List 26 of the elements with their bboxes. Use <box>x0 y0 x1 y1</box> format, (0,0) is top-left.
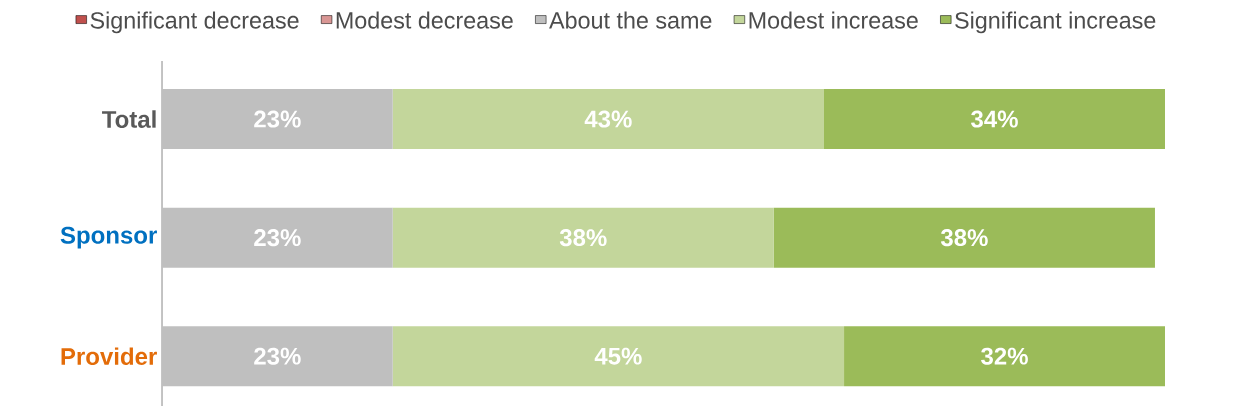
legend-label: Significant decrease <box>90 11 299 34</box>
legend-label: Significant increase <box>955 11 1156 34</box>
data-label: 23% <box>254 347 301 365</box>
y-tick-label: Provider <box>61 347 157 365</box>
data-label: 45% <box>594 347 642 365</box>
legend-label: Modest decrease <box>336 11 513 29</box>
y-tick-label: Total <box>102 110 156 128</box>
data-label: 23% <box>254 110 301 128</box>
bar <box>844 326 1165 387</box>
bar <box>392 326 845 387</box>
bar <box>162 207 393 268</box>
data-label: 32% <box>981 347 1028 365</box>
legend-label: Modest increase <box>749 11 918 29</box>
bar <box>773 207 1155 268</box>
y-tick-label: Sponsor <box>60 226 157 249</box>
bar <box>162 326 393 387</box>
bar <box>392 89 824 150</box>
data-label: 34% <box>971 110 1018 128</box>
legend-label: About the same <box>549 11 712 29</box>
data-label: 23% <box>254 229 301 247</box>
bar <box>392 207 774 268</box>
data-label: 38% <box>559 229 607 247</box>
data-label: 43% <box>584 110 632 128</box>
bar <box>162 89 393 150</box>
bar <box>823 89 1165 150</box>
data-label: 38% <box>940 229 988 247</box>
